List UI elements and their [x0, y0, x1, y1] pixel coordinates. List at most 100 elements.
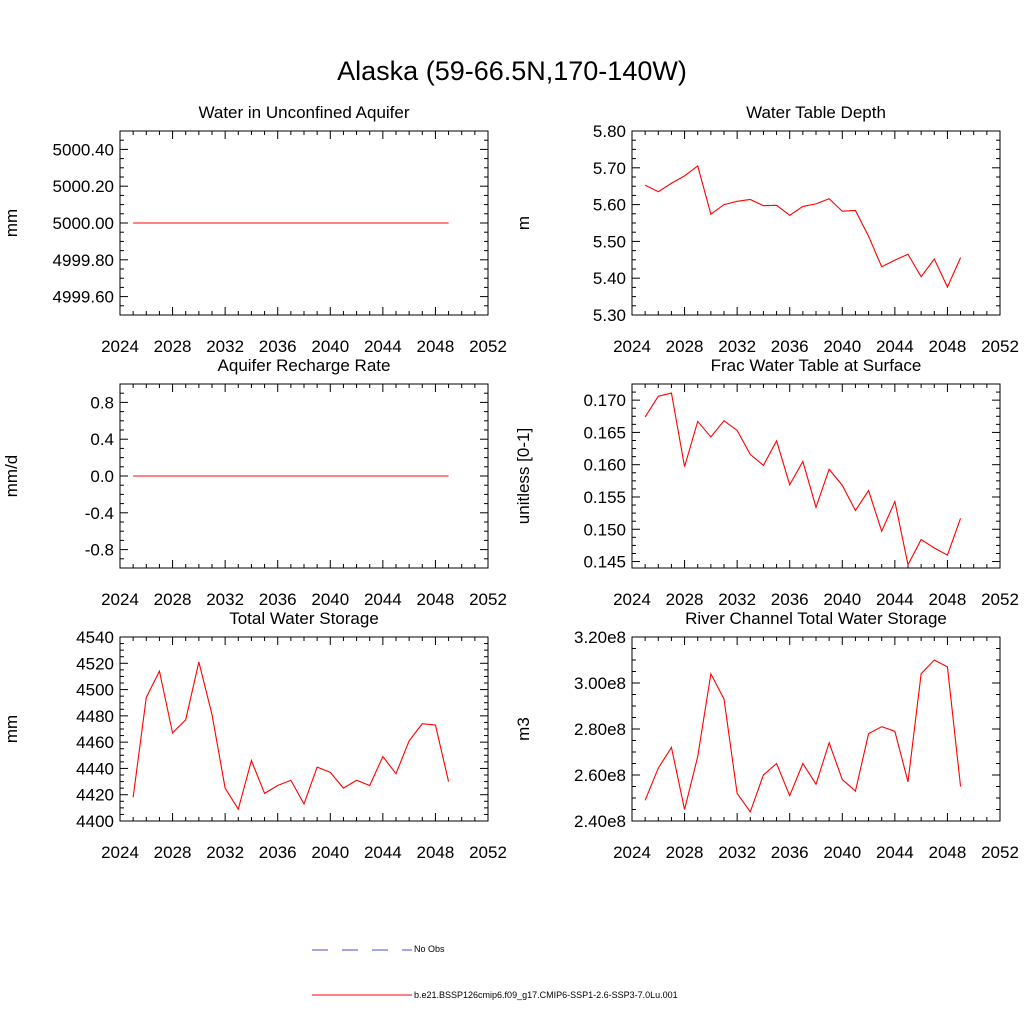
- x-tick-label: 2036: [259, 843, 297, 862]
- y-tick-label: 0.150: [583, 520, 626, 539]
- y-tick-label: 4999.80: [53, 251, 114, 270]
- x-tick-label: 2040: [823, 590, 861, 609]
- x-tick-label: 2032: [206, 590, 244, 609]
- y-tick-label: 5000.20: [53, 177, 114, 196]
- x-tick-label: 2028: [666, 843, 704, 862]
- y-tick-label: 0.170: [583, 391, 626, 410]
- x-tick-label: 2044: [364, 843, 402, 862]
- y-tick-label: 5.70: [593, 159, 626, 178]
- plot-frame: [631, 636, 1001, 822]
- y-axis-label: unitless [0-1]: [514, 428, 533, 524]
- y-tick-label: 0.160: [583, 456, 626, 475]
- x-tick-label: 2052: [981, 843, 1019, 862]
- y-tick-label: 0.8: [90, 393, 114, 412]
- x-tick-label: 2024: [101, 337, 139, 356]
- x-tick-label: 2032: [718, 337, 756, 356]
- panel-title: Water Table Depth: [746, 103, 886, 122]
- y-tick-label: 0.4: [90, 430, 114, 449]
- y-tick-label: 4400: [76, 812, 114, 831]
- y-tick-label: 0.165: [583, 423, 626, 442]
- panel-5: Total Water Storage mm 2024 2028 2032 2036 204…: [2, 609, 507, 862]
- x-tick-label: 2040: [823, 337, 861, 356]
- x-tick-label: 2032: [206, 337, 244, 356]
- panel-title: Frac Water Table at Surface: [711, 356, 922, 375]
- y-tick-label: 4480: [76, 707, 114, 726]
- legend-no-obs-line: [312, 949, 412, 951]
- x-tick-label: 2024: [613, 590, 651, 609]
- figure-title: Alaska (59-66.5N,170-140W): [337, 56, 687, 86]
- x-tick-label: 2028: [666, 590, 704, 609]
- x-tick-label: 2036: [771, 337, 809, 356]
- x-tick-label: 2032: [718, 590, 756, 609]
- x-tick-label: 2028: [154, 337, 192, 356]
- y-tick-label: -0.8: [85, 541, 114, 560]
- panel-title: Water in Unconfined Aquifer: [198, 103, 409, 122]
- x-tick-label: 2028: [154, 843, 192, 862]
- series-line: [132, 661, 450, 811]
- panel-3: Aquifer Recharge Rate mm/d 2024 2028 2032 203…: [2, 356, 507, 609]
- plot-frame: [119, 636, 489, 822]
- panel-1: Water in Unconfined Aquifer mm 2024 2028 203…: [2, 103, 507, 356]
- x-tick-label: 2024: [101, 843, 139, 862]
- legend-model-line: [312, 994, 412, 996]
- y-tick-label: 5.60: [593, 196, 626, 215]
- y-axis-label: mm: [2, 209, 21, 237]
- y-axis-label: mm/d: [2, 455, 21, 498]
- y-tick-label: 5.80: [593, 122, 626, 141]
- y-tick-label: 4460: [76, 733, 114, 752]
- y-tick-label: 2.80e8: [574, 720, 626, 739]
- panel-title: Aquifer Recharge Rate: [218, 356, 391, 375]
- x-tick-label: 2024: [613, 843, 651, 862]
- x-tick-label: 2052: [469, 590, 507, 609]
- x-tick-label: 2036: [771, 843, 809, 862]
- x-tick-label: 2048: [929, 337, 967, 356]
- x-tick-label: 2036: [259, 590, 297, 609]
- x-tick-label: 2048: [417, 337, 455, 356]
- y-axis-label: m3: [514, 717, 533, 741]
- x-tick-label: 2024: [101, 590, 139, 609]
- y-axis-label: mm: [2, 715, 21, 743]
- x-tick-label: 2040: [311, 337, 349, 356]
- x-tick-label: 2040: [823, 843, 861, 862]
- x-tick-label: 2044: [876, 337, 914, 356]
- x-tick-label: 2044: [876, 590, 914, 609]
- x-tick-label: 2024: [613, 337, 651, 356]
- x-tick-label: 2044: [364, 590, 402, 609]
- x-tick-label: 2048: [417, 843, 455, 862]
- y-tick-label: 2.60e8: [574, 766, 626, 785]
- series-line: [644, 392, 962, 567]
- x-tick-label: 2036: [259, 337, 297, 356]
- panel-title: River Channel Total Water Storage: [685, 609, 947, 628]
- x-tick-label: 2032: [206, 843, 244, 862]
- x-tick-label: 2040: [311, 590, 349, 609]
- y-tick-label: 0.145: [583, 553, 626, 572]
- plot-frame: [631, 130, 1001, 316]
- panel-2: Water Table Depth m 2024 2028 2032 2036 2040 20…: [514, 103, 1019, 356]
- y-tick-label: 5.30: [593, 306, 626, 325]
- y-tick-label: -0.4: [85, 504, 114, 523]
- panel-4: Frac Water Table at Surface unitless [0-1…: [514, 356, 1019, 609]
- x-tick-label: 2048: [929, 843, 967, 862]
- x-tick-label: 2052: [981, 590, 1019, 609]
- y-tick-label: 5000.00: [53, 214, 114, 233]
- series-line: [644, 659, 962, 813]
- y-tick-label: 3.20e8: [574, 628, 626, 647]
- x-tick-label: 2052: [469, 337, 507, 356]
- x-tick-label: 2048: [417, 590, 455, 609]
- y-tick-label: 4420: [76, 786, 114, 805]
- x-tick-label: 2032: [718, 843, 756, 862]
- x-tick-label: 2048: [929, 590, 967, 609]
- y-tick-label: 5.40: [593, 269, 626, 288]
- x-tick-label: 2044: [876, 843, 914, 862]
- y-tick-label: 4500: [76, 681, 114, 700]
- x-tick-label: 2052: [981, 337, 1019, 356]
- y-tick-label: 5.50: [593, 232, 626, 251]
- x-tick-label: 2040: [311, 843, 349, 862]
- x-tick-label: 2036: [771, 590, 809, 609]
- x-tick-label: 2028: [666, 337, 704, 356]
- y-tick-label: 4520: [76, 654, 114, 673]
- legend-model-label: b.e21.BSSP126cmip6.f09_g17.CMIP6-SSP1-2.…: [414, 990, 678, 1000]
- y-tick-label: 5000.40: [53, 140, 114, 159]
- y-tick-label: 0.0: [90, 467, 114, 486]
